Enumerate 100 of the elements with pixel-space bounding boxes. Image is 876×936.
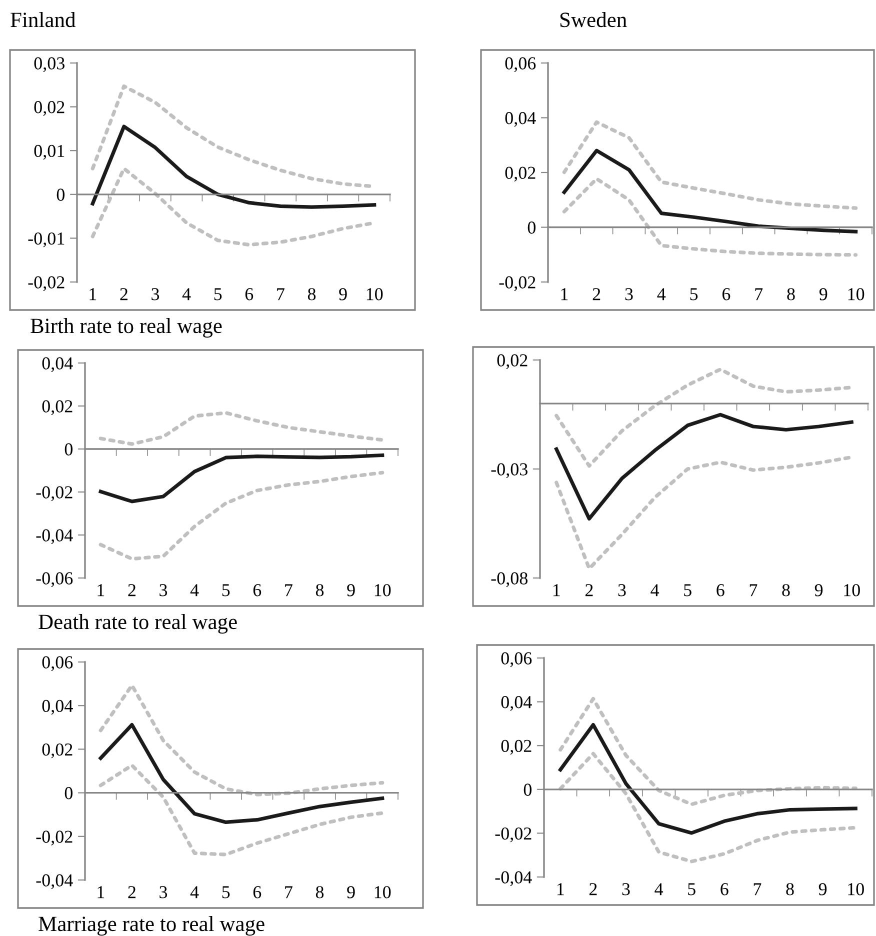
x-tick-label: 7 xyxy=(277,288,284,300)
x-tick-label: 4 xyxy=(657,288,666,300)
x-tick-label: 5 xyxy=(222,886,230,898)
x-tick-label: 1 xyxy=(90,288,96,300)
y-tick-label: 0,02 xyxy=(42,743,72,758)
x-tick-label: 3 xyxy=(152,288,160,300)
line-series xyxy=(562,148,858,234)
y-tick-label: 0 xyxy=(524,784,532,796)
x-tick-label: 3 xyxy=(618,584,626,596)
x-tick-label: 5 xyxy=(690,288,698,300)
x-tick-label: 8 xyxy=(316,886,324,898)
y-tick-label: -0,01 xyxy=(28,232,64,248)
x-tick-label: 3 xyxy=(622,883,630,896)
x-tick-label: 1 xyxy=(561,288,568,300)
y-tick-label: -0,03 xyxy=(491,463,528,478)
y-tick-label: 0,01 xyxy=(34,144,64,160)
y-tick-label: 0,04 xyxy=(501,696,532,711)
x-tick-label: 8 xyxy=(782,584,790,596)
x-tick-label: 10 xyxy=(844,584,860,596)
x-tick-label: 9 xyxy=(347,886,355,898)
x-tick-label: 5 xyxy=(222,584,230,596)
x-tick-label: 4 xyxy=(190,584,199,596)
line-series xyxy=(554,368,854,468)
x-tick-label: 2 xyxy=(128,886,136,898)
y-tick-label: 0 xyxy=(528,222,536,234)
x-tick-label: 7 xyxy=(754,883,762,896)
y-tick-label: 0,04 xyxy=(42,700,73,715)
line-series xyxy=(98,684,384,796)
line-series xyxy=(558,722,858,835)
y-tick-label: -0,02 xyxy=(36,486,72,502)
line-series xyxy=(554,455,854,570)
line-series xyxy=(98,453,384,504)
x-tick-label: 2 xyxy=(128,584,136,596)
x-tick-label: 9 xyxy=(347,584,355,596)
y-tick-label: 0,03 xyxy=(34,57,64,72)
x-tick-label: 9 xyxy=(814,584,823,596)
y-tick-label: 0,02 xyxy=(42,400,72,416)
x-tick-label: 6 xyxy=(253,584,262,596)
y-tick-label: 0 xyxy=(56,188,65,201)
line-series xyxy=(90,124,376,209)
x-tick-label: 3 xyxy=(160,886,168,898)
y-tick-label: 0,06 xyxy=(505,57,536,72)
y-tick-label: -0,02 xyxy=(28,276,64,292)
x-tick-label: 4 xyxy=(654,883,664,896)
x-tick-label: 4 xyxy=(190,886,199,898)
x-tick-label: 7 xyxy=(285,584,292,596)
x-tick-label: 6 xyxy=(716,584,724,596)
line-series xyxy=(98,411,384,446)
x-tick-label: 4 xyxy=(650,584,660,596)
chart-title: Sweden xyxy=(560,12,627,28)
x-tick-label: 10 xyxy=(374,584,391,596)
y-tick-label: 0 xyxy=(64,443,73,456)
y-tick-label: -0,08 xyxy=(491,572,528,588)
x-tick-label: 4 xyxy=(182,288,191,300)
x-tick-label: 1 xyxy=(98,584,104,596)
x-tick-label: 2 xyxy=(585,584,593,596)
x-tick-label: 6 xyxy=(245,288,254,300)
y-tick-label: 0 xyxy=(64,787,73,800)
y-tick-label: -0,02 xyxy=(495,827,532,842)
x-tick-label: 7 xyxy=(750,584,758,596)
y-tick-label: 0,04 xyxy=(505,112,536,127)
y-tick-label: 0,02 xyxy=(34,101,64,116)
x-tick-label: 7 xyxy=(285,886,292,898)
line-series xyxy=(98,722,384,824)
y-tick-label: 0,02 xyxy=(505,166,536,182)
text: Death rate to real wage xyxy=(38,614,237,634)
x-tick-label: 6 xyxy=(253,886,262,898)
x-tick-label: 7 xyxy=(755,288,763,300)
x-tick-label: 8 xyxy=(786,883,794,896)
x-tick-label: 2 xyxy=(589,883,597,896)
x-tick-label: 10 xyxy=(374,886,391,898)
x-tick-label: 5 xyxy=(688,883,696,896)
x-tick-label: 10 xyxy=(848,288,864,300)
x-tick-label: 5 xyxy=(214,288,222,300)
y-tick-label: -0,04 xyxy=(36,874,73,890)
x-tick-label: 8 xyxy=(316,584,324,596)
y-tick-label: 0,02 xyxy=(497,354,528,370)
x-tick-label: 8 xyxy=(308,288,316,300)
y-tick-label: 0,06 xyxy=(42,656,73,672)
x-tick-label: 9 xyxy=(818,883,827,896)
y-tick-label: -0,04 xyxy=(36,529,73,544)
x-tick-label: 10 xyxy=(366,288,383,300)
y-tick-label: 0,02 xyxy=(501,740,532,755)
y-tick-label: -0,02 xyxy=(36,830,72,846)
x-tick-label: 6 xyxy=(722,288,730,300)
x-tick-label: 8 xyxy=(787,288,795,300)
x-tick-label: 5 xyxy=(684,584,692,596)
x-tick-label: 1 xyxy=(557,883,564,896)
chart-title: Finland xyxy=(10,12,76,28)
line-series xyxy=(558,752,858,864)
y-tick-label: -0,04 xyxy=(495,871,532,886)
x-tick-label: 9 xyxy=(339,288,347,300)
y-tick-label: -0,02 xyxy=(499,276,536,292)
x-tick-label: 3 xyxy=(160,584,168,596)
x-tick-label: 9 xyxy=(819,288,828,300)
y-tick-label: 0,04 xyxy=(42,357,73,372)
line-series xyxy=(562,120,858,210)
line-series xyxy=(98,764,384,856)
text: Birth rate to real wage xyxy=(30,318,222,338)
x-tick-label: 1 xyxy=(553,584,560,596)
